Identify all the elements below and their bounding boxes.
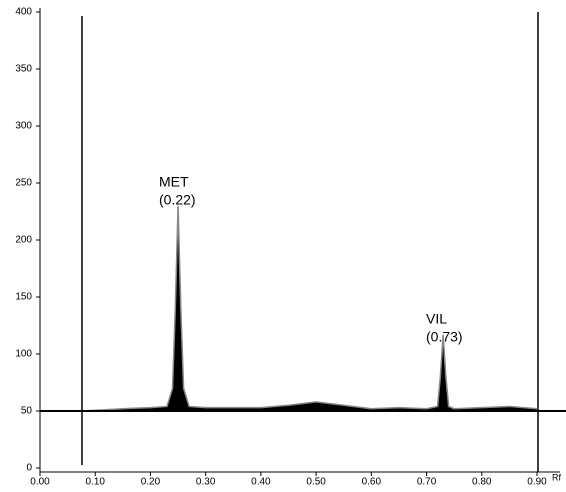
y-tick-label: 0 [26,463,32,474]
y-tick-label: 250 [15,178,32,189]
y-tick-label: 200 [15,235,32,246]
x-tick-label: 0.60 [362,477,382,488]
trace [81,205,538,412]
x-tick-label: 0.00 [30,477,50,488]
x-axis-label: Rf [552,472,561,482]
x-tick-label: 0.70 [417,477,437,488]
y-tick-label: 150 [15,292,32,303]
peak-annotation: MET [159,174,189,190]
x-tick-label: 0.50 [306,477,326,488]
x-tick-label: 0.80 [472,477,492,488]
y-tick-label: 350 [15,64,32,75]
y-tick-label: 50 [21,406,33,417]
peak-annotation: VIL [426,311,447,327]
peak-annotation: (0.22) [159,192,196,208]
x-tick-label: 0.30 [196,477,216,488]
x-tick-label: 0.40 [251,477,271,488]
x-tick-label: 0.20 [141,477,161,488]
peak-annotation: (0.73) [426,329,463,345]
y-tick-label: 100 [15,349,32,360]
y-tick-label: 300 [15,121,32,132]
y-tick-label: 400 [15,7,32,18]
peak-area [81,205,538,411]
x-tick-label: 0.10 [85,477,105,488]
x-tick-label: 0.90 [527,477,547,488]
